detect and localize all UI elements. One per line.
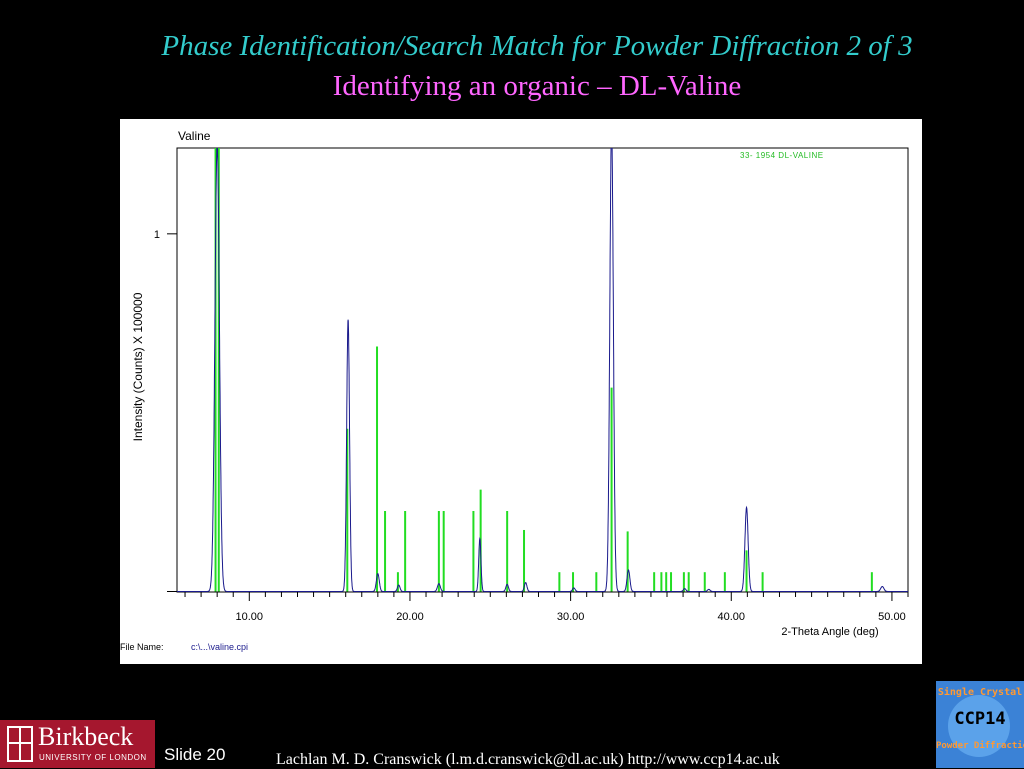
ccp14-logo-mid: CCP14 [954,709,1006,729]
x-tick-label: 50.00 [878,611,906,623]
x-axis-label: 2-Theta Angle (deg) [781,626,878,638]
y-tick-label: 1 [154,229,160,241]
birkbeck-logo: Birkbeck UNIVERSITY OF LONDON [0,720,155,768]
ccp14-logo-top: Single Crystal [937,687,1023,698]
axes: 10.00 20.00 30.00 40.00 50.00 1 [154,229,909,623]
diffraction-chart: 10.00 20.00 30.00 40.00 50.00 1 Valine 33- 19… [120,129,909,652]
birkbeck-logo-sub: UNIVERSITY OF LONDON [39,753,147,762]
slide-subtitle: Identifying an organic – DL-Valine [332,70,742,102]
slide-number: Slide 20 [164,745,226,764]
reference-label: 33- 1954 DL-VALINE [740,151,824,160]
plot-frame [176,147,909,593]
diffraction-chart-panel: 10.00 20.00 30.00 40.00 50.00 1 Valine 33- 19… [120,119,922,664]
x-tick-label: 10.00 [236,611,264,623]
crest-icon [7,726,33,762]
pattern-line [177,148,908,592]
ccp14-logo: Single Crystal CCP14 Powder Diffraction [936,681,1024,768]
reference-sticks [214,148,873,592]
x-tick-label: 40.00 [718,611,746,623]
y-axis-label: Intensity (Counts) X 100000 [131,292,145,441]
birkbeck-logo-name: Birkbeck [38,722,134,751]
footer-author: Lachlan M. D. Cranswick (l.m.d.cranswick… [276,751,780,768]
ccp14-logo-bottom: Powder Diffraction [936,741,1024,751]
file-name-value: c:\...\valine.cpi [191,642,248,652]
ccp14-circle-icon [948,695,1010,757]
chart-title: Valine [178,129,211,143]
slide-title: Phase Identification/Search Match for Po… [161,30,913,62]
x-tick-label: 30.00 [557,611,585,623]
x-tick-label: 20.00 [396,611,424,623]
file-name-label: File Name: [120,642,164,652]
